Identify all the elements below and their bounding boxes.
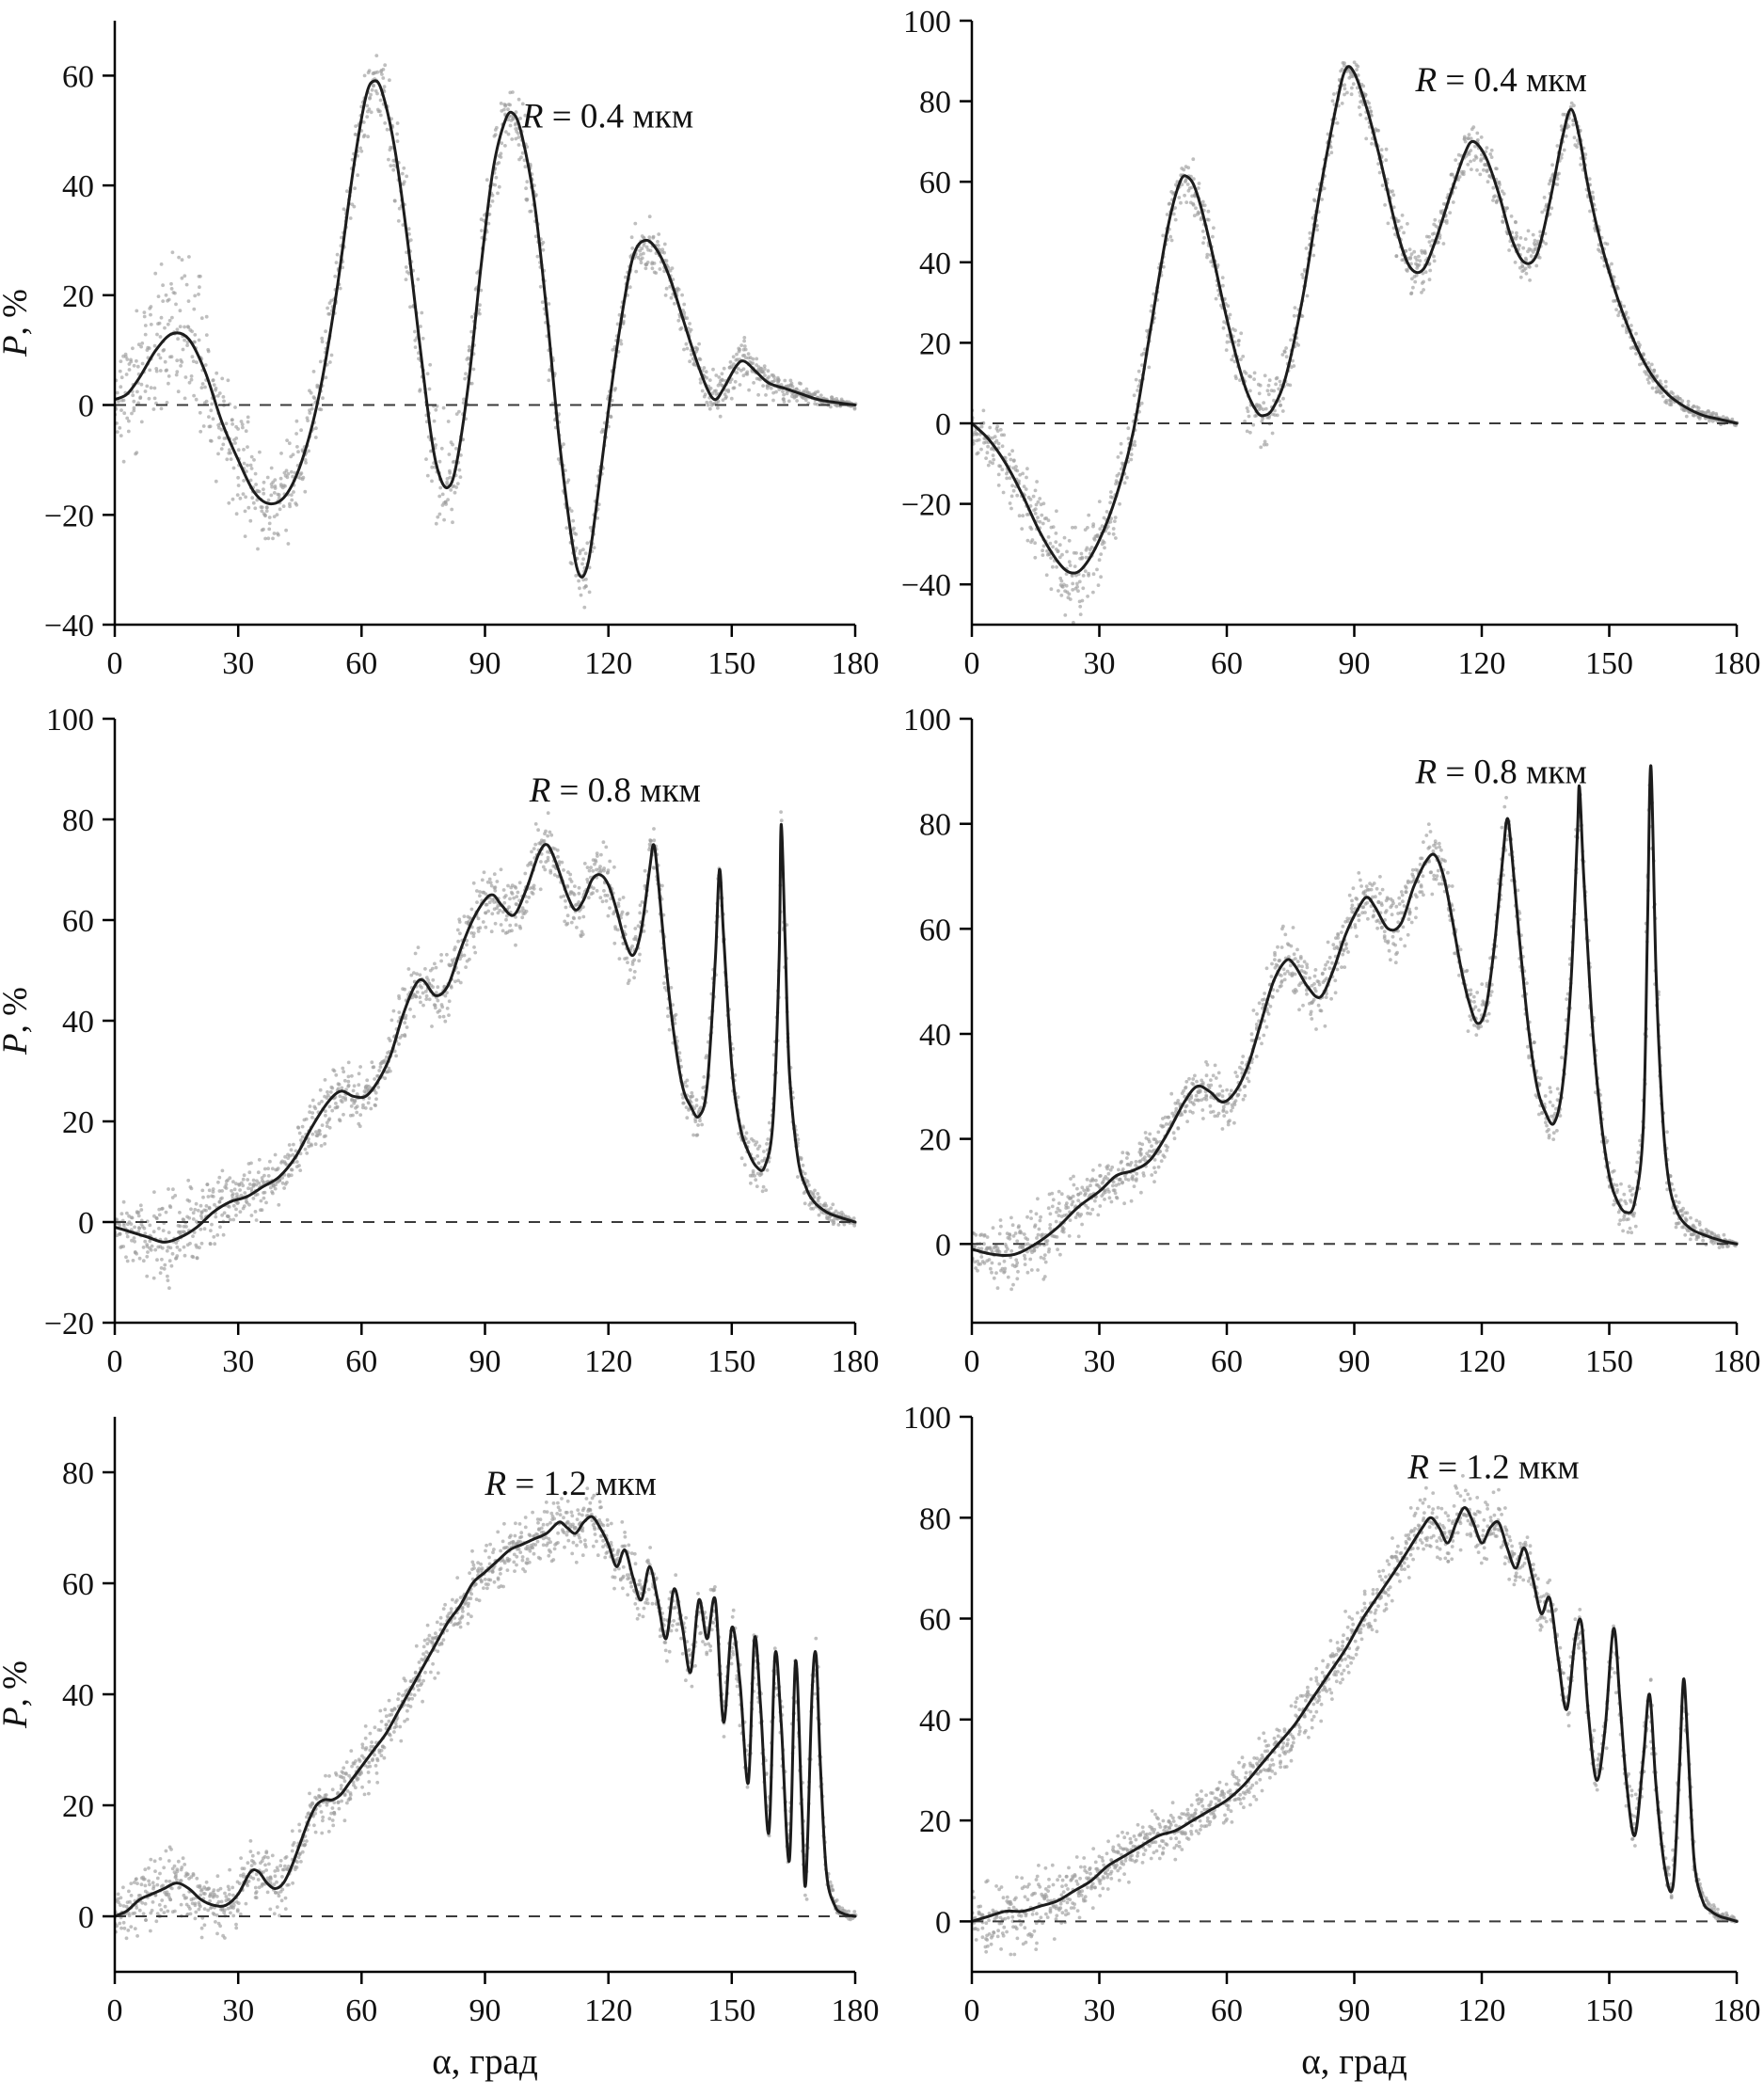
fit-curve-line (115, 822, 857, 1244)
chart-panel-r1.2-right: 0 30 60 90 120 150 180 0 20 40 60 80 100 R = 1.2 мкм α… (882, 1396, 1764, 2096)
svg-text:30: 30 (222, 646, 254, 681)
tick-labels: 0 30 60 90 120 150 180 −20 0 20 40 60 80 100 (44, 703, 880, 1379)
svg-text:180: 180 (832, 646, 880, 681)
svg-text:0: 0 (935, 407, 951, 442)
fit-curve-line (972, 1506, 1739, 1923)
svg-text:120: 120 (1458, 646, 1506, 681)
radius-annotation: R = 0.8 мкм (1415, 754, 1587, 792)
svg-text:20: 20 (62, 1105, 94, 1140)
svg-text:120: 120 (584, 646, 632, 681)
svg-text:90: 90 (1339, 646, 1371, 681)
svg-text:60: 60 (1211, 646, 1243, 681)
svg-text:180: 180 (832, 1344, 880, 1379)
scatter-points (115, 810, 857, 1291)
radius-annotation: R = 0.8 мкм (529, 771, 701, 810)
axes (960, 19, 1739, 637)
svg-text:0: 0 (964, 646, 980, 681)
chart-panel-r0.8-left: 0 30 60 90 120 150 180 −20 0 20 40 60 80 100 R = 0.8 м… (0, 698, 882, 1396)
svg-text:40: 40 (62, 169, 94, 204)
radius-annotation: R = 1.2 мкм (1406, 1448, 1579, 1486)
fit-curve-line (115, 79, 857, 579)
svg-text:180: 180 (1713, 646, 1761, 681)
svg-text:−20: −20 (44, 499, 94, 533)
svg-text:30: 30 (1084, 646, 1116, 681)
svg-text:30: 30 (222, 1344, 254, 1379)
svg-text:150: 150 (707, 646, 755, 681)
tick-labels: 0 30 60 90 120 150 180 −40 −20 0 20 40 60 80 100 (901, 5, 1761, 681)
chart-svg-top-left: 0 30 60 90 120 150 180 −40 −20 0 20 40 60 R = 0.4 мкм… (0, 21, 880, 681)
svg-text:150: 150 (1585, 646, 1633, 681)
svg-text:0: 0 (107, 646, 123, 681)
tick-labels: 0 30 60 90 120 150 180 −40 −20 0 20 40 60 (44, 59, 880, 681)
svg-text:90: 90 (469, 1344, 501, 1379)
axes (960, 1415, 1739, 1984)
chart-panel-r0.4-right: 0 30 60 90 120 150 180 −40 −20 0 20 40 60 80 100 R = 0.… (882, 0, 1764, 698)
svg-text:60: 60 (345, 646, 377, 681)
axes (103, 21, 857, 637)
y-axis-label: P, % (0, 289, 35, 357)
chart-panel-r0.8-right: 0 30 60 90 120 150 180 0 20 40 60 80 100 R = 0.8 мкм (882, 698, 1764, 1396)
svg-text:0: 0 (78, 1206, 94, 1241)
svg-text:0: 0 (107, 1344, 123, 1379)
scatter-points (115, 54, 858, 610)
svg-text:60: 60 (345, 1344, 377, 1379)
y-axis-label: P, % (0, 1660, 35, 1729)
x-axis-label: α, град (1301, 2041, 1407, 2082)
svg-text:40: 40 (62, 1005, 94, 1040)
chart-svg-top-right: 0 30 60 90 120 150 180 −40 −20 0 20 40 60 80 100 R = 0.… (901, 5, 1761, 681)
svg-text:100: 100 (903, 5, 951, 40)
x-axis-label: α, град (432, 2041, 538, 2082)
svg-text:−40: −40 (44, 609, 94, 643)
fit-curve-line (115, 1515, 857, 1918)
svg-text:−20: −20 (44, 1307, 94, 1342)
svg-text:40: 40 (919, 246, 951, 281)
radius-annotation: R = 0.4 мкм (1415, 61, 1587, 100)
svg-text:20: 20 (919, 326, 951, 361)
chart-svg-middle-left: 0 30 60 90 120 150 180 −20 0 20 40 60 80 100 R = 0.8 м… (0, 703, 880, 1379)
fit-curve-line (972, 65, 1739, 575)
chart-panel-r0.4-left: 0 30 60 90 120 150 180 −40 −20 0 20 40 60 R = 0.4 мкм… (0, 0, 882, 698)
radius-annotation: R = 1.2 мкм (485, 1465, 657, 1503)
scatter-points (972, 60, 1740, 625)
svg-text:20: 20 (62, 279, 94, 314)
svg-text:60: 60 (62, 59, 94, 94)
svg-text:150: 150 (707, 1344, 755, 1379)
svg-text:−20: −20 (901, 488, 951, 523)
axes (103, 717, 857, 1335)
fit-curve-line (972, 764, 1739, 1257)
svg-text:−40: −40 (901, 568, 951, 603)
axes (960, 717, 1739, 1335)
axes (103, 1417, 857, 1984)
svg-text:100: 100 (46, 703, 94, 738)
svg-text:80: 80 (919, 86, 951, 120)
svg-text:90: 90 (469, 646, 501, 681)
scatter-points (115, 1486, 858, 1941)
chart-panel-r1.2-left: 0 30 60 90 120 150 180 0 20 40 60 80 R = 1.2 мкм P, %… (0, 1396, 882, 2096)
svg-text:60: 60 (919, 166, 951, 200)
y-axis-label: P, % (0, 987, 35, 1056)
scatter-points (972, 783, 1739, 1292)
svg-text:120: 120 (584, 1344, 632, 1379)
radius-annotation: R = 0.4 мкм (521, 98, 693, 136)
svg-text:60: 60 (62, 904, 94, 939)
svg-text:0: 0 (78, 389, 94, 424)
svg-text:80: 80 (62, 803, 94, 838)
